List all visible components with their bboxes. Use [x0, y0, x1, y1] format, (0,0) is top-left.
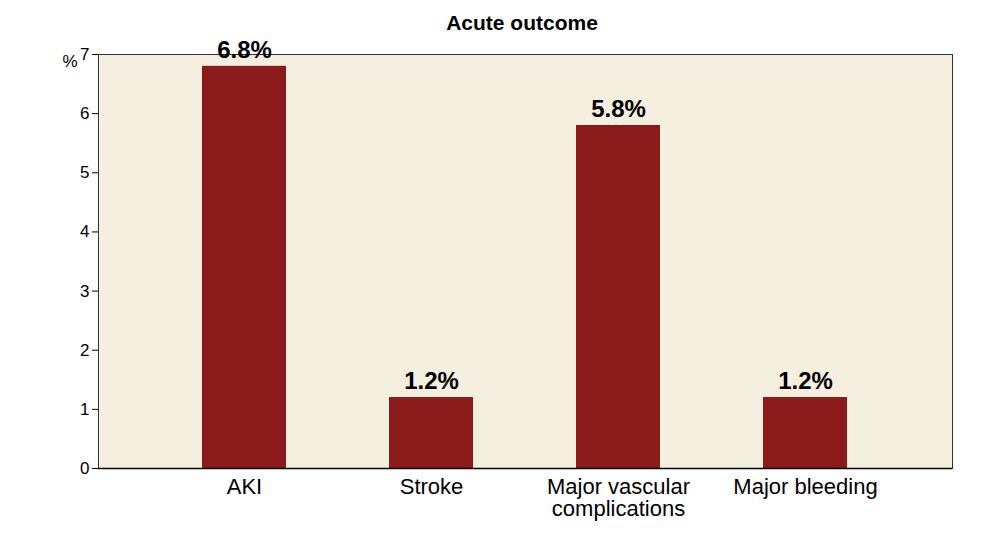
- svg-text:5: 5: [80, 163, 89, 182]
- html-text:Acute outcome: Acute outcome: [446, 11, 598, 34]
- svg-text:4: 4: [80, 222, 89, 241]
- svg-text:%: %: [63, 52, 78, 71]
- svg-text:2: 2: [80, 341, 89, 360]
- svg-text:AKI: AKI: [227, 474, 262, 499]
- svg-text:Major bleeding: Major bleeding: [733, 474, 877, 499]
- svg-text:6: 6: [80, 104, 89, 123]
- svg-text:6.8%: 6.8%: [217, 36, 272, 63]
- svg-text:Stroke: Stroke: [400, 474, 464, 499]
- svg-text:1: 1: [80, 400, 89, 419]
- svg-text:1.2%: 1.2%: [778, 367, 833, 394]
- svg-text:0: 0: [80, 459, 89, 478]
- svg-text:7: 7: [80, 45, 89, 64]
- svg-text:5.8%: 5.8%: [591, 95, 646, 122]
- svg-text:3: 3: [80, 282, 89, 301]
- svg-text:1.2%: 1.2%: [404, 367, 459, 394]
- svg-text:Major vascularcomplications: Major vascularcomplications: [547, 474, 690, 521]
